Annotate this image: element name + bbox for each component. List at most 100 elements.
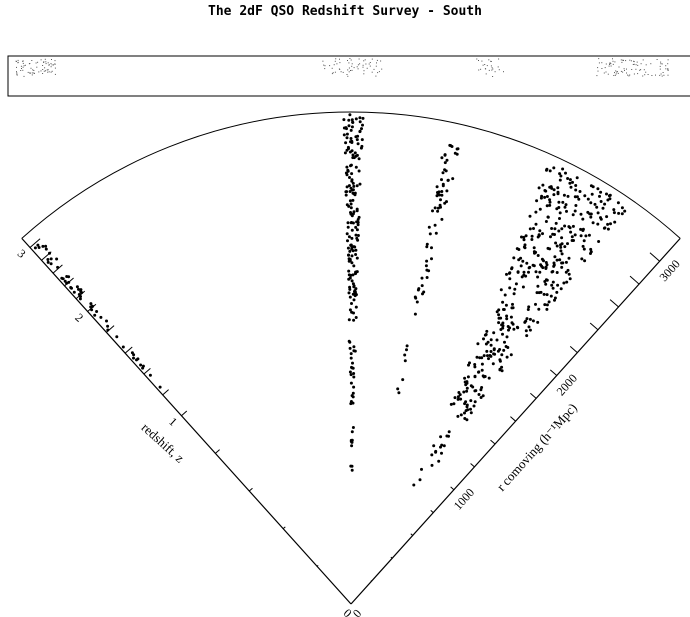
quasar-point [438,193,441,197]
quasar-point [41,244,45,248]
quasar-point [348,199,352,203]
strip-dot [650,63,652,65]
strip-dot [667,74,669,76]
quasar-point [544,261,548,264]
quasar-point [563,205,567,209]
quasar-point [505,355,509,359]
quasar-point [420,467,423,471]
quasar-point [348,340,352,344]
strip-dot [37,61,39,63]
right-axis-label: r comoving (h⁻¹Mpc) [493,400,579,494]
quasar-point [553,227,557,231]
quasar-point [344,190,348,194]
strip-dot [42,73,44,74]
quasar-point [354,293,358,297]
quasar-point [346,239,349,243]
quasar-point [589,215,593,219]
quasar-point [347,253,351,257]
quasar-point [439,198,442,202]
quasar-point [350,178,354,182]
quasar-point [440,190,444,193]
quasar-point [352,345,356,349]
quasar-point [589,250,593,254]
quasar-point [350,118,354,122]
quasar-point [509,315,513,319]
quasar-point [420,276,424,280]
quasar-point [350,236,354,240]
quasar-point [566,268,570,272]
quasar-point [415,300,419,304]
strip-dot [54,60,56,62]
quasar-point [495,310,499,314]
quasar-point [405,348,408,352]
strip-dot [34,72,35,74]
quasar-point [482,337,485,341]
quasar-point [348,295,352,299]
quasar-point [595,205,599,209]
strip-dot [484,64,486,65]
quasar-point [521,259,525,263]
quasar-point [489,350,493,353]
quasar-point [434,449,438,453]
sky-strip-panel [7,55,690,97]
strip-dot [22,69,24,71]
quasar-point [564,260,568,264]
strip-dot [667,63,669,65]
quasar-point [345,185,349,189]
strip-dot [353,67,355,69]
quasar-point [350,464,354,468]
quasar-point [505,317,509,321]
quasar-point [352,285,356,289]
quasar-point [463,411,466,415]
strip-dot [43,61,45,63]
quasar-point [575,176,579,180]
strip-dot [659,74,661,76]
quasar-point [418,478,422,482]
quasar-point [352,156,356,160]
strip-dot [665,65,667,67]
strip-dot [637,73,639,75]
quasar-point [349,373,353,377]
quasar-point [443,168,447,172]
quasar-point [440,178,443,182]
quasar-point [49,257,53,261]
quasar-point [558,211,562,215]
quasar-point [458,393,462,397]
quasar-point [502,308,505,311]
quasar-point [33,246,37,250]
strip-dot [42,65,44,66]
quasar-point [501,326,505,330]
strip-dot [609,64,611,65]
quasar-point [433,223,437,227]
quasar-point [550,227,554,230]
quasar-point [451,177,455,181]
strip-dot [30,72,31,74]
quasar-point [546,215,550,219]
quasar-point [89,302,93,306]
quasar-point [67,280,71,284]
quasar-point [439,435,443,439]
quasar-point [37,246,41,249]
right-minor-tick [530,392,537,399]
left-tick-label: 1 [166,415,180,429]
quasar-point [524,329,528,333]
quasar-point [597,240,601,243]
quasar-point [553,255,557,259]
quasar-point [141,366,145,370]
quasar-point [538,229,542,233]
quasar-point [568,277,572,281]
quasar-point [566,242,569,246]
quasar-point [541,232,544,236]
quasar-point [350,125,354,129]
quasar-point [56,265,60,269]
quasar-point [542,292,546,296]
quasar-point [534,302,537,306]
strip-dot [635,68,637,70]
quasar-point [514,282,518,286]
quasar-point [106,324,110,328]
strip-dot [381,68,383,70]
quasar-point [473,400,477,404]
strip-dot [622,59,624,61]
quasar-point [559,287,563,291]
right-tick-label: 0 [350,606,364,617]
